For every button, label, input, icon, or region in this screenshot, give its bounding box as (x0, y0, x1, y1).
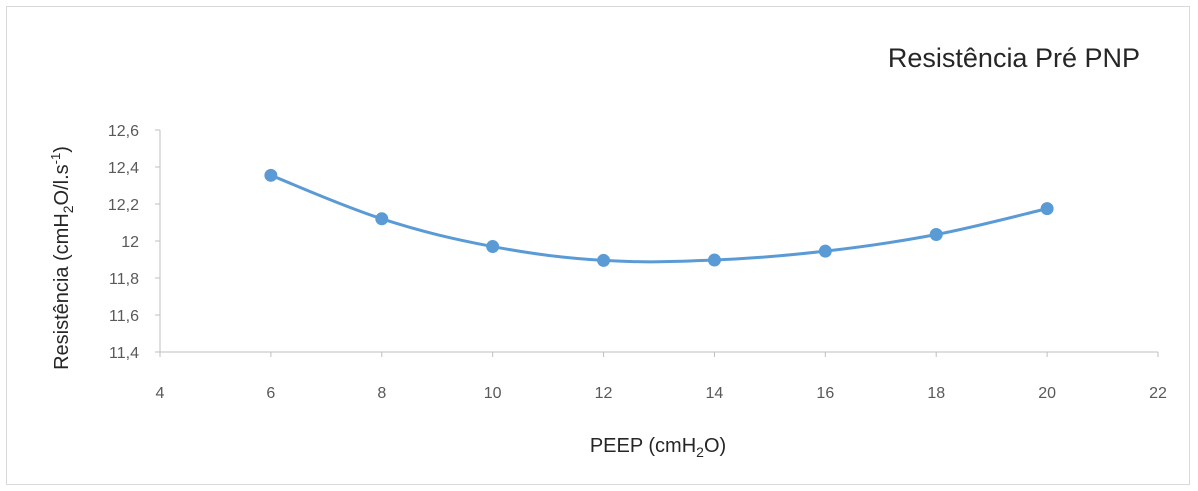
data-point (375, 212, 389, 226)
y-tick-label: 12,2 (108, 197, 139, 214)
chart-title: Resistência Pré PNP (888, 43, 1140, 73)
data-point (597, 253, 611, 267)
x-tick-label: 16 (816, 385, 834, 402)
x-tick-label: 12 (595, 385, 613, 402)
data-point (818, 244, 832, 258)
axes (159, 130, 1158, 353)
x-tick-label: 4 (156, 385, 165, 402)
y-tick-label: 12,6 (108, 123, 139, 140)
chart-frame (6, 6, 1190, 485)
data-point (486, 240, 500, 254)
data-point (1040, 202, 1054, 216)
data-point (707, 253, 721, 267)
x-tick-label: 22 (1149, 385, 1167, 402)
x-tick-label: 6 (266, 385, 275, 402)
x-axis-title: PEEP (cmH2O) (590, 435, 726, 460)
y-axis-title: Resistência (cmH2O/l.s-1) (48, 146, 76, 370)
x-tick-label: 20 (1038, 385, 1056, 402)
y-axis-title-mid: O/l.s (51, 164, 73, 205)
y-axis-title-main: Resistência (cmH (51, 213, 73, 370)
series-line (269, 173, 1049, 264)
x-tick-label: 14 (706, 385, 724, 402)
y-tick-labels: 11,4 11,6 11,8 12 12,2 12,4 12,6 (108, 123, 160, 362)
x-axis-title-sub: 2 (696, 444, 704, 460)
y-tick-label: 11,8 (109, 271, 139, 288)
data-point (264, 168, 278, 182)
x-tick-label: 10 (484, 385, 502, 402)
y-tick-label: 11,4 (109, 345, 139, 362)
x-axis-title-main: PEEP (cmH (590, 435, 696, 457)
data-point (929, 228, 943, 242)
y-axis-title-sub: 2 (60, 205, 76, 213)
series-layer (264, 168, 1054, 267)
x-tick-label: 18 (927, 385, 945, 402)
y-tick-label: 11,6 (109, 308, 139, 325)
x-axis-title-tail: O) (704, 435, 726, 457)
y-axis-title-sup: -1 (48, 153, 63, 165)
x-tick-label: 8 (377, 385, 386, 402)
y-tick-label: 12,4 (108, 160, 139, 177)
x-tick-labels: 4 6 8 10 12 14 16 18 20 22 (156, 352, 1167, 402)
y-tick-label: 12 (121, 234, 139, 251)
y-axis-title-tail: ) (51, 146, 73, 153)
